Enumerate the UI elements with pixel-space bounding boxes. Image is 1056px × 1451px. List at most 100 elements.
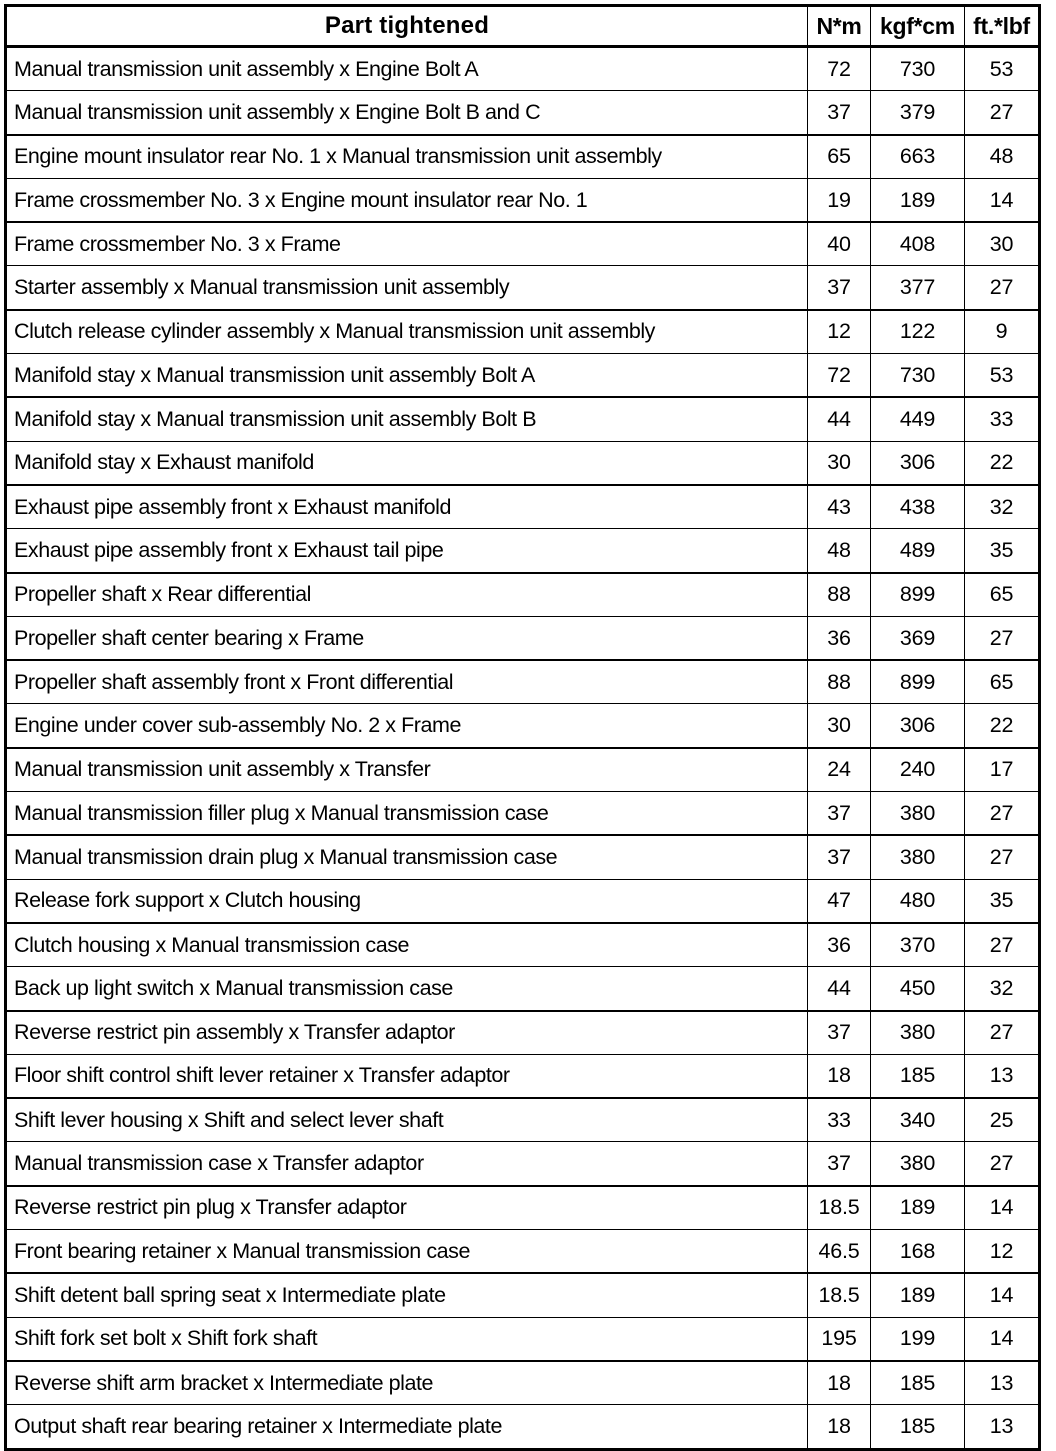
cell-kgf-cm: 730 [870, 45, 965, 92]
cell-kgf-cm: 240 [870, 747, 965, 793]
cell-kgf-cm: 340 [870, 1097, 965, 1143]
cell-kgf-cm: 480 [870, 878, 965, 924]
cell-ft-lbf: 14 [964, 1272, 1040, 1318]
cell-part-tightened: Back up light switch x Manual transmissi… [5, 966, 808, 1012]
cell-kgf-cm: 450 [870, 966, 965, 1012]
cell-kgf-cm: 380 [870, 1010, 965, 1055]
cell-newton-meter: 18.5 [807, 1272, 871, 1318]
cell-part-tightened: Propeller shaft assembly front x Front d… [5, 659, 808, 705]
table-row: Manifold stay x Exhaust manifold 30 306 22 [5, 440, 1040, 486]
cell-part-tightened: Manual transmission drain plug x Manual … [5, 834, 808, 880]
table-row: Starter assembly x Manual transmission u… [5, 265, 1040, 311]
cell-kgf-cm: 663 [870, 134, 965, 179]
cell-part-tightened: Manual transmission unit assembly x Engi… [5, 90, 808, 136]
table-row: Reverse restrict pin plug x Transfer ada… [5, 1185, 1040, 1231]
cell-ft-lbf: 27 [964, 791, 1040, 837]
table-row: Shift lever housing x Shift and select l… [5, 1097, 1040, 1143]
cell-ft-lbf: 13 [964, 1404, 1040, 1451]
cell-part-tightened: Shift fork set bolt x Shift fork shaft [5, 1316, 808, 1362]
cell-ft-lbf: 65 [964, 659, 1040, 705]
cell-ft-lbf: 14 [964, 177, 1040, 224]
cell-part-tightened: Starter assembly x Manual transmission u… [5, 265, 808, 311]
cell-newton-meter: 18 [807, 1053, 871, 1100]
cell-ft-lbf: 35 [964, 878, 1040, 924]
cell-newton-meter: 195 [807, 1316, 871, 1362]
cell-newton-meter: 36 [807, 615, 871, 662]
table-row: Exhaust pipe assembly front x Exhaust ta… [5, 528, 1040, 574]
cell-ft-lbf: 53 [964, 353, 1040, 399]
table-row: Manual transmission unit assembly x Engi… [5, 45, 1040, 92]
cell-newton-meter: 37 [807, 1010, 871, 1055]
cell-part-tightened: Reverse shift arm bracket x Intermediate… [5, 1360, 808, 1406]
cell-part-tightened: Clutch housing x Manual transmission cas… [5, 922, 808, 968]
cell-newton-meter: 47 [807, 878, 871, 924]
cell-newton-meter: 37 [807, 265, 871, 311]
cell-ft-lbf: 27 [964, 834, 1040, 880]
cell-ft-lbf: 27 [964, 922, 1040, 968]
cell-part-tightened: Floor shift control shift lever retainer… [5, 1053, 808, 1100]
table-row: Engine mount insulator rear No. 1 x Manu… [5, 134, 1040, 179]
cell-ft-lbf: 14 [964, 1316, 1040, 1362]
cell-ft-lbf: 35 [964, 528, 1040, 574]
cell-ft-lbf: 27 [964, 90, 1040, 136]
table-header: Part tightened N*m kgf*cm ft.*lbf [5, 5, 1040, 48]
cell-ft-lbf: 27 [964, 615, 1040, 662]
table-row: Propeller shaft center bearing x Frame 36… [5, 615, 1040, 662]
cell-ft-lbf: 27 [964, 1141, 1040, 1187]
table-row: Front bearing retainer x Manual transmis… [5, 1229, 1040, 1275]
cell-newton-meter: 40 [807, 221, 871, 267]
table-row: Frame crossmember No. 3 x Engine mount i… [5, 177, 1040, 224]
cell-part-tightened: Manual transmission filler plug x Manual… [5, 791, 808, 837]
table-row: Reverse shift arm bracket x Intermediate… [5, 1360, 1040, 1406]
cell-newton-meter: 12 [807, 309, 871, 355]
torque-specification-table-container: Part tightened N*m kgf*cm ft.*lbf Manual… [4, 4, 1041, 1451]
cell-newton-meter: 30 [807, 440, 871, 486]
cell-part-tightened: Manual transmission unit assembly x Engi… [5, 45, 808, 92]
table-row: Release fork support x Clutch housing 47 4… [5, 878, 1040, 924]
cell-kgf-cm: 899 [870, 572, 965, 617]
cell-kgf-cm: 189 [870, 1272, 965, 1318]
cell-part-tightened: Exhaust pipe assembly front x Exhaust ma… [5, 484, 808, 530]
cell-newton-meter: 43 [807, 484, 871, 530]
cell-part-tightened: Propeller shaft x Rear differential [5, 572, 808, 617]
table-row: Back up light switch x Manual transmissi… [5, 966, 1040, 1012]
cell-part-tightened: Clutch release cylinder assembly x Manua… [5, 309, 808, 355]
column-header-part-tightened: Part tightened [5, 5, 808, 48]
cell-ft-lbf: 33 [964, 396, 1040, 442]
cell-kgf-cm: 380 [870, 791, 965, 837]
cell-part-tightened: Frame crossmember No. 3 x Frame [5, 221, 808, 267]
cell-newton-meter: 65 [807, 134, 871, 179]
cell-ft-lbf: 65 [964, 572, 1040, 617]
table-row: Manual transmission case x Transfer adap… [5, 1141, 1040, 1187]
cell-kgf-cm: 185 [870, 1404, 965, 1451]
cell-ft-lbf: 13 [964, 1053, 1040, 1100]
cell-kgf-cm: 369 [870, 615, 965, 662]
table-row: Clutch housing x Manual transmission cas… [5, 922, 1040, 968]
table-row: Clutch release cylinder assembly x Manua… [5, 309, 1040, 355]
table-row: Floor shift control shift lever retainer… [5, 1053, 1040, 1100]
cell-newton-meter: 18 [807, 1360, 871, 1406]
table-row: Propeller shaft x Rear differential 88 899… [5, 572, 1040, 617]
cell-part-tightened: Front bearing retainer x Manual transmis… [5, 1229, 808, 1275]
table-row: Output shaft rear bearing retainer x Int… [5, 1404, 1040, 1451]
cell-part-tightened: Reverse restrict pin plug x Transfer ada… [5, 1185, 808, 1231]
cell-part-tightened: Output shaft rear bearing retainer x Int… [5, 1404, 808, 1451]
cell-ft-lbf: 53 [964, 45, 1040, 92]
cell-part-tightened: Release fork support x Clutch housing [5, 878, 808, 924]
cell-ft-lbf: 17 [964, 747, 1040, 793]
cell-kgf-cm: 449 [870, 396, 965, 442]
cell-newton-meter: 46.5 [807, 1229, 871, 1275]
cell-newton-meter: 44 [807, 966, 871, 1012]
cell-ft-lbf: 48 [964, 134, 1040, 179]
table-row: Propeller shaft assembly front x Front d… [5, 659, 1040, 705]
cell-part-tightened: Frame crossmember No. 3 x Engine mount i… [5, 177, 808, 224]
cell-part-tightened: Manifold stay x Manual transmission unit… [5, 396, 808, 442]
cell-kgf-cm: 489 [870, 528, 965, 574]
cell-part-tightened: Exhaust pipe assembly front x Exhaust ta… [5, 528, 808, 574]
table-row: Frame crossmember No. 3 x Frame 40 408 30 [5, 221, 1040, 267]
table-body: Manual transmission unit assembly x Engi… [5, 45, 1040, 1451]
cell-ft-lbf: 13 [964, 1360, 1040, 1406]
cell-newton-meter: 88 [807, 572, 871, 617]
cell-ft-lbf: 30 [964, 221, 1040, 267]
cell-ft-lbf: 32 [964, 484, 1040, 530]
